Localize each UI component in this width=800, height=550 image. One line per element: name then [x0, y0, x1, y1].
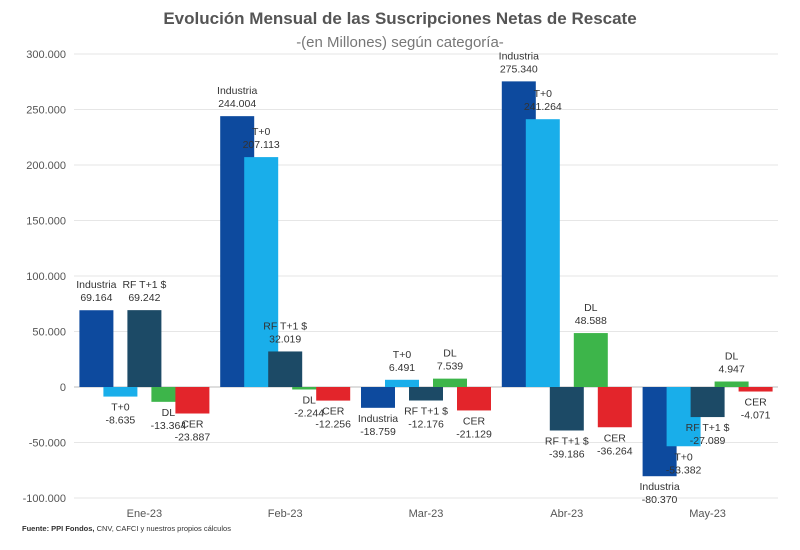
bar-dl: [714, 381, 749, 387]
data-label-series: RF T+1 $: [263, 320, 307, 332]
data-label-value: -8.635: [106, 415, 136, 427]
data-label-value: 244.004: [218, 98, 256, 110]
data-label-series: CER: [463, 415, 486, 427]
bar-dl: [292, 387, 327, 390]
data-label-value: 275.340: [500, 63, 538, 75]
y-tick-label: 150.000: [26, 216, 66, 228]
x-tick-label: Ene-23: [127, 508, 162, 520]
bar-cer: [738, 387, 773, 392]
data-label-series: Industria: [499, 50, 539, 62]
data-label-series: DL: [443, 348, 457, 360]
y-axis: 300.000 250.000 200.000 150.000 100.000 50.00…: [23, 49, 66, 505]
x-axis: Ene-23 Feb-23 Mar-23 Abr-23 May-23: [127, 508, 726, 520]
y-tick-label: 300.000: [26, 49, 66, 61]
data-label-value: -53.382: [666, 464, 702, 476]
bar-t-0: [244, 157, 279, 387]
data-label-value: -27.089: [690, 435, 726, 447]
data-label-series: Industria: [217, 85, 257, 97]
data-label-series: Industria: [76, 279, 116, 291]
data-label-value: -12.176: [408, 419, 444, 431]
data-label-value: -13.364: [151, 420, 187, 432]
bar-cer: [597, 387, 632, 428]
data-label-value: -12.256: [315, 419, 351, 431]
data-label-value: 7.539: [437, 361, 463, 373]
bar-industria: [79, 310, 114, 387]
data-label-value: -21.129: [456, 428, 492, 440]
data-label-series: T+0: [252, 126, 271, 138]
bar-cer: [316, 387, 351, 401]
data-labels: Industria69.164Industria244.004Industria…: [76, 50, 770, 506]
x-tick-label: Abr-23: [550, 508, 583, 520]
source-note: Fuente: PPI Fondos, CNV, CAFCI y nuestro…: [22, 524, 231, 533]
data-label-series: DL: [584, 302, 598, 314]
data-label-series: RF T+1 $: [686, 422, 730, 434]
data-label-value: 207.113: [243, 139, 280, 151]
bar-rf-t-1: [127, 310, 162, 387]
data-label-series: CER: [745, 397, 768, 409]
data-label-series: DL: [725, 351, 739, 363]
y-tick-label: 200.000: [26, 160, 66, 172]
data-label-series: RF T+1 $: [545, 435, 589, 447]
data-label-series: CER: [181, 419, 204, 431]
bar-t-0: [385, 379, 419, 387]
x-tick-label: Feb-23: [268, 508, 303, 520]
bar-t-0: [525, 119, 560, 387]
chart-subtitle: -(en Millones) según categoría-: [296, 34, 504, 51]
data-label-value: 241.264: [524, 101, 562, 113]
bars: [79, 81, 773, 477]
source-rest: CNV, CAFCI y nuestros propios cálculos: [95, 524, 232, 533]
bar-cer: [457, 387, 491, 411]
bar-t-0: [103, 387, 138, 397]
data-label-series: CER: [604, 432, 627, 444]
bar-rf-t-1: [690, 387, 725, 418]
y-tick-label: 100.000: [26, 271, 66, 283]
data-label-series: T+0: [393, 349, 412, 361]
bar-rf-t-1: [549, 387, 584, 431]
bar-dl: [573, 333, 608, 387]
data-label-series: Industria: [639, 481, 679, 493]
data-label-value: 6.491: [389, 362, 415, 374]
bar-dl: [433, 378, 467, 387]
data-label-series: DL: [302, 394, 316, 406]
data-label-value: -80.370: [642, 494, 678, 506]
data-label-value: 4.947: [718, 364, 744, 376]
bar-rf-t-1: [268, 351, 303, 387]
data-label-series: T+0: [534, 88, 553, 100]
data-label-series: T+0: [674, 451, 693, 463]
data-label-series: Industria: [358, 413, 398, 425]
data-label-value: 48.588: [575, 315, 607, 327]
y-tick-label: -100.000: [23, 493, 66, 505]
data-label-series: RF T+1 $: [122, 279, 166, 291]
x-tick-label: Mar-23: [409, 508, 444, 520]
y-tick-label: 50.000: [32, 327, 66, 339]
data-label-series: RF T+1 $: [404, 406, 448, 418]
data-label-value: -39.186: [549, 448, 585, 460]
x-tick-label: May-23: [689, 508, 726, 520]
data-label-series: DL: [162, 407, 176, 419]
data-label-value: -36.264: [597, 445, 633, 457]
data-label-value: -23.887: [175, 432, 211, 444]
data-label-value: -2.244: [294, 407, 324, 419]
chart-title: Evolución Mensual de las Suscripciones N…: [163, 9, 636, 28]
data-label-value: -4.071: [741, 410, 771, 422]
data-label-series: CER: [322, 406, 345, 418]
data-label-value: 32.019: [269, 333, 301, 345]
y-tick-label: -50.000: [29, 438, 66, 450]
data-label-value: -18.759: [360, 426, 396, 438]
data-label-value: 69.242: [128, 292, 160, 304]
data-label-value: 69.164: [80, 292, 112, 304]
bar-industria: [361, 387, 395, 408]
bar-cer: [175, 387, 210, 414]
data-label-series: T+0: [111, 402, 130, 414]
y-tick-label: 250.000: [26, 105, 66, 117]
bar-rf-t-1: [409, 387, 443, 401]
source-bold: Fuente: PPI Fondos,: [22, 524, 95, 533]
y-tick-label: 0: [60, 382, 66, 394]
